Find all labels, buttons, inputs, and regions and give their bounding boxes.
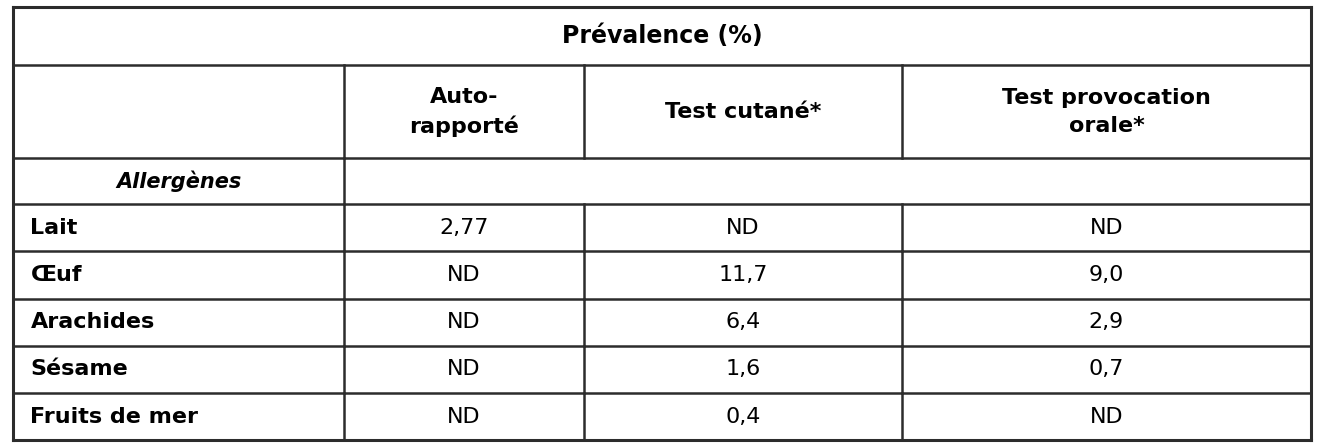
Text: ND: ND — [448, 265, 481, 285]
Text: 9,0: 9,0 — [1088, 265, 1124, 285]
Text: 2,77: 2,77 — [440, 218, 489, 238]
Text: ND: ND — [448, 407, 481, 427]
Text: Œuf: Œuf — [30, 265, 82, 285]
Text: 6,4: 6,4 — [726, 312, 761, 332]
Text: Test cutané*: Test cutané* — [665, 102, 821, 122]
Text: Sésame: Sésame — [30, 359, 128, 380]
Text: Auto-
rapporté: Auto- rapporté — [409, 87, 519, 137]
Text: 2,9: 2,9 — [1088, 312, 1124, 332]
Text: 1,6: 1,6 — [726, 359, 761, 380]
Text: Arachides: Arachides — [30, 312, 155, 332]
Text: ND: ND — [727, 218, 760, 238]
Text: Test provocation
orale*: Test provocation orale* — [1002, 88, 1211, 136]
Text: ND: ND — [1090, 218, 1123, 238]
Text: 0,7: 0,7 — [1088, 359, 1124, 380]
Text: ND: ND — [448, 359, 481, 380]
Text: Lait: Lait — [30, 218, 78, 238]
Text: Allergènes: Allergènes — [117, 170, 241, 192]
Text: ND: ND — [448, 312, 481, 332]
Text: Prévalence (%): Prévalence (%) — [561, 24, 763, 48]
Text: 0,4: 0,4 — [726, 407, 761, 427]
Text: Fruits de mer: Fruits de mer — [30, 407, 199, 427]
Text: ND: ND — [1090, 407, 1123, 427]
Text: 11,7: 11,7 — [719, 265, 768, 285]
